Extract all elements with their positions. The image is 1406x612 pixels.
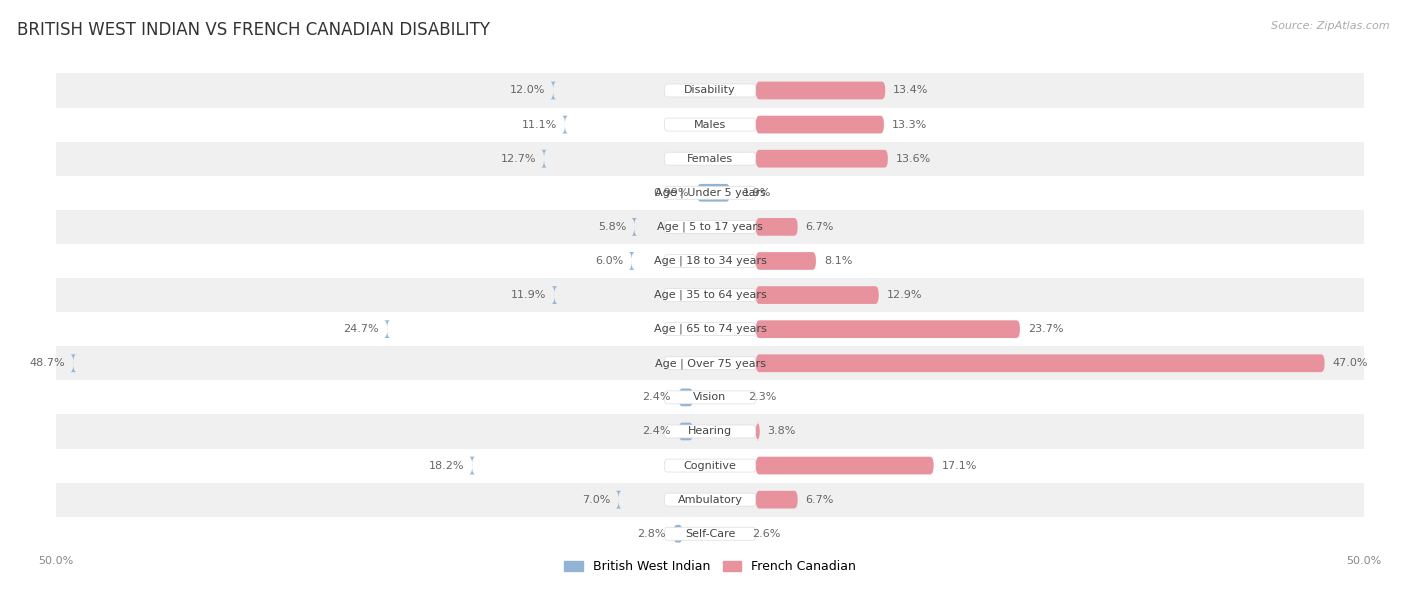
Text: 2.8%: 2.8% xyxy=(637,529,665,539)
Text: Age | 35 to 64 years: Age | 35 to 64 years xyxy=(654,290,766,300)
Text: Ambulatory: Ambulatory xyxy=(678,494,742,505)
FancyBboxPatch shape xyxy=(664,391,756,404)
FancyBboxPatch shape xyxy=(664,84,756,97)
FancyBboxPatch shape xyxy=(756,320,1019,338)
FancyBboxPatch shape xyxy=(756,218,797,236)
Bar xyxy=(56,346,1364,380)
Bar xyxy=(56,176,1364,210)
FancyBboxPatch shape xyxy=(468,457,475,474)
Text: 7.0%: 7.0% xyxy=(582,494,610,505)
FancyBboxPatch shape xyxy=(679,423,693,440)
Text: Males: Males xyxy=(695,119,725,130)
Text: 12.9%: 12.9% xyxy=(887,290,922,300)
Text: Disability: Disability xyxy=(685,86,735,95)
Text: 12.7%: 12.7% xyxy=(501,154,536,163)
Text: Source: ZipAtlas.com: Source: ZipAtlas.com xyxy=(1271,21,1389,31)
FancyBboxPatch shape xyxy=(631,218,637,236)
Text: 6.7%: 6.7% xyxy=(806,222,834,232)
FancyBboxPatch shape xyxy=(756,150,887,168)
FancyBboxPatch shape xyxy=(664,255,756,267)
Bar xyxy=(56,483,1364,517)
FancyBboxPatch shape xyxy=(561,116,568,133)
FancyBboxPatch shape xyxy=(551,286,558,304)
Text: 13.4%: 13.4% xyxy=(893,86,928,95)
Text: 6.7%: 6.7% xyxy=(806,494,834,505)
Text: 17.1%: 17.1% xyxy=(942,461,977,471)
Text: Age | 18 to 34 years: Age | 18 to 34 years xyxy=(654,256,766,266)
Text: 6.0%: 6.0% xyxy=(596,256,624,266)
FancyBboxPatch shape xyxy=(756,457,934,474)
FancyBboxPatch shape xyxy=(664,528,756,540)
Bar xyxy=(56,312,1364,346)
Text: 24.7%: 24.7% xyxy=(343,324,380,334)
Legend: British West Indian, French Canadian: British West Indian, French Canadian xyxy=(564,560,856,573)
FancyBboxPatch shape xyxy=(756,286,879,304)
Text: 8.1%: 8.1% xyxy=(824,256,852,266)
Text: 18.2%: 18.2% xyxy=(429,461,464,471)
Text: 11.1%: 11.1% xyxy=(522,119,557,130)
FancyBboxPatch shape xyxy=(664,425,756,438)
Text: 3.8%: 3.8% xyxy=(768,427,796,436)
FancyBboxPatch shape xyxy=(756,354,1324,372)
FancyBboxPatch shape xyxy=(70,354,77,372)
Bar xyxy=(56,449,1364,483)
Text: 2.6%: 2.6% xyxy=(752,529,780,539)
FancyBboxPatch shape xyxy=(664,152,756,165)
Bar xyxy=(56,73,1364,108)
Text: Age | Over 75 years: Age | Over 75 years xyxy=(655,358,765,368)
Text: 0.99%: 0.99% xyxy=(654,188,689,198)
FancyBboxPatch shape xyxy=(664,323,756,335)
FancyBboxPatch shape xyxy=(664,357,756,370)
Bar xyxy=(56,517,1364,551)
FancyBboxPatch shape xyxy=(664,493,756,506)
Text: 12.0%: 12.0% xyxy=(510,86,546,95)
Text: 48.7%: 48.7% xyxy=(30,358,66,368)
Text: BRITISH WEST INDIAN VS FRENCH CANADIAN DISABILITY: BRITISH WEST INDIAN VS FRENCH CANADIAN D… xyxy=(17,21,489,39)
FancyBboxPatch shape xyxy=(664,186,756,200)
Bar xyxy=(56,414,1364,449)
FancyBboxPatch shape xyxy=(756,116,884,133)
Text: 47.0%: 47.0% xyxy=(1333,358,1368,368)
Text: 2.4%: 2.4% xyxy=(643,392,671,402)
Text: 2.3%: 2.3% xyxy=(748,392,776,402)
Text: Hearing: Hearing xyxy=(688,427,733,436)
FancyBboxPatch shape xyxy=(756,491,797,509)
FancyBboxPatch shape xyxy=(664,289,756,302)
Text: 2.4%: 2.4% xyxy=(643,427,671,436)
Text: Age | 5 to 17 years: Age | 5 to 17 years xyxy=(657,222,763,232)
FancyBboxPatch shape xyxy=(384,320,391,338)
FancyBboxPatch shape xyxy=(664,459,756,472)
Bar xyxy=(56,278,1364,312)
Text: Age | Under 5 years: Age | Under 5 years xyxy=(655,187,765,198)
Text: Age | 65 to 74 years: Age | 65 to 74 years xyxy=(654,324,766,334)
FancyBboxPatch shape xyxy=(756,423,759,440)
Bar xyxy=(56,380,1364,414)
Text: 5.8%: 5.8% xyxy=(598,222,626,232)
FancyBboxPatch shape xyxy=(679,389,693,406)
FancyBboxPatch shape xyxy=(756,81,886,99)
Bar xyxy=(56,210,1364,244)
Bar xyxy=(56,244,1364,278)
Bar xyxy=(56,141,1364,176)
FancyBboxPatch shape xyxy=(550,81,557,99)
Text: 1.9%: 1.9% xyxy=(742,188,770,198)
FancyBboxPatch shape xyxy=(616,491,621,509)
Text: 23.7%: 23.7% xyxy=(1028,324,1063,334)
Text: Vision: Vision xyxy=(693,392,727,402)
Text: Females: Females xyxy=(688,154,733,163)
Bar xyxy=(56,108,1364,141)
Text: 13.6%: 13.6% xyxy=(896,154,931,163)
FancyBboxPatch shape xyxy=(664,220,756,233)
Text: Cognitive: Cognitive xyxy=(683,461,737,471)
Text: Self-Care: Self-Care xyxy=(685,529,735,539)
FancyBboxPatch shape xyxy=(756,252,815,270)
FancyBboxPatch shape xyxy=(664,118,756,131)
FancyBboxPatch shape xyxy=(673,525,682,543)
FancyBboxPatch shape xyxy=(628,252,636,270)
Text: 11.9%: 11.9% xyxy=(512,290,547,300)
FancyBboxPatch shape xyxy=(541,150,547,168)
Text: 13.3%: 13.3% xyxy=(891,119,927,130)
FancyBboxPatch shape xyxy=(697,184,730,201)
